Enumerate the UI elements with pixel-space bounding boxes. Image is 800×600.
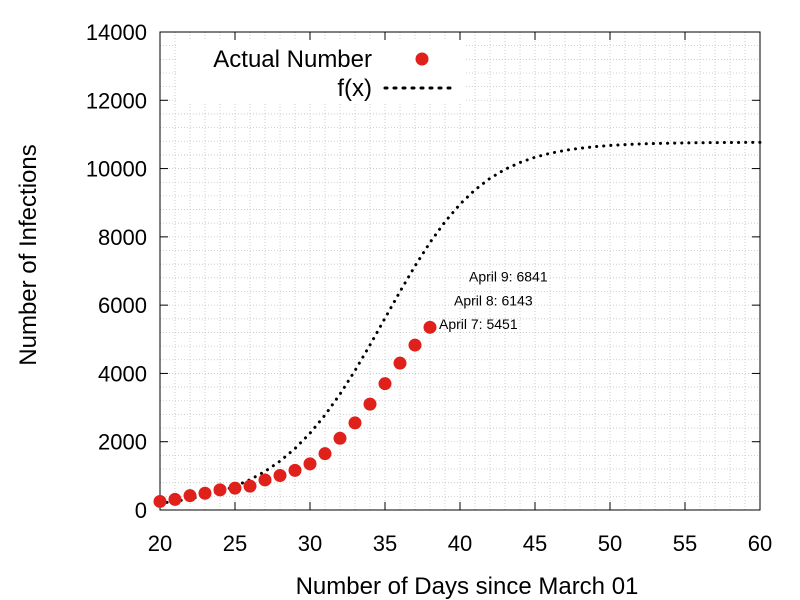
data-point-actual [408,338,422,352]
data-point-actual [213,483,227,497]
y-tick-label: 0 [135,498,147,523]
data-point-actual [378,377,392,391]
y-tick-label: 10000 [86,157,147,182]
legend-background [176,40,466,102]
annotation-label: April 9: 6841 [469,268,548,284]
axis-ticks: 20 25 30 35 40 45 50 55 60 0 2000 4000 6000 8000 10000… [86,20,772,556]
y-tick-label: 6000 [98,293,147,318]
x-tick-label: 45 [523,531,547,556]
x-tick-label: 60 [748,531,772,556]
x-tick-label: 20 [148,531,172,556]
data-point-actual [423,320,437,334]
legend-label-fx: f(x) [337,75,372,102]
annotations: April 7: 5451 April 8: 6143 April 9: 6841 [439,268,548,331]
data-point-actual [318,447,332,461]
y-tick-label: 12000 [86,88,147,113]
y-axis-label: Number of Infections [15,144,42,365]
fx-curve [158,140,762,505]
data-point-actual [258,473,272,487]
y-tick-label: 2000 [98,430,147,455]
y-tick-label: 14000 [86,20,147,45]
x-tick-label: 50 [598,531,622,556]
data-point-actual [273,469,287,483]
data-point-actual [153,494,167,508]
data-point-actual [198,486,212,500]
data-point-actual [243,479,257,493]
data-point-actual [228,481,242,495]
legend-marker-actual [415,52,429,66]
x-tick-label: 40 [448,531,472,556]
data-point-actual [288,463,302,477]
x-tick-label: 30 [298,531,322,556]
legend: Actual Number f(x) [176,40,466,102]
data-point-actual [333,431,347,445]
data-point-actual [168,492,182,506]
data-point-actual [363,397,377,411]
y-tick-label: 8000 [98,225,147,250]
annotation-label: April 7: 5451 [439,316,518,332]
x-tick-label: 55 [673,531,697,556]
x-tick-label: 25 [223,531,247,556]
x-tick-label: 35 [373,531,397,556]
x-axis-label: Number of Days since March 01 [296,573,639,600]
data-point-actual [303,457,317,471]
y-tick-label: 4000 [98,361,147,386]
plot-frame [159,31,761,511]
grid [160,32,760,510]
fx-series [158,140,762,505]
data-point-actual [183,489,197,503]
annotation-label: April 8: 6143 [454,292,533,308]
data-point-actual [393,356,407,370]
actual-series [153,320,437,508]
legend-label-actual: Actual Number [213,46,372,73]
data-point-actual [348,416,362,430]
